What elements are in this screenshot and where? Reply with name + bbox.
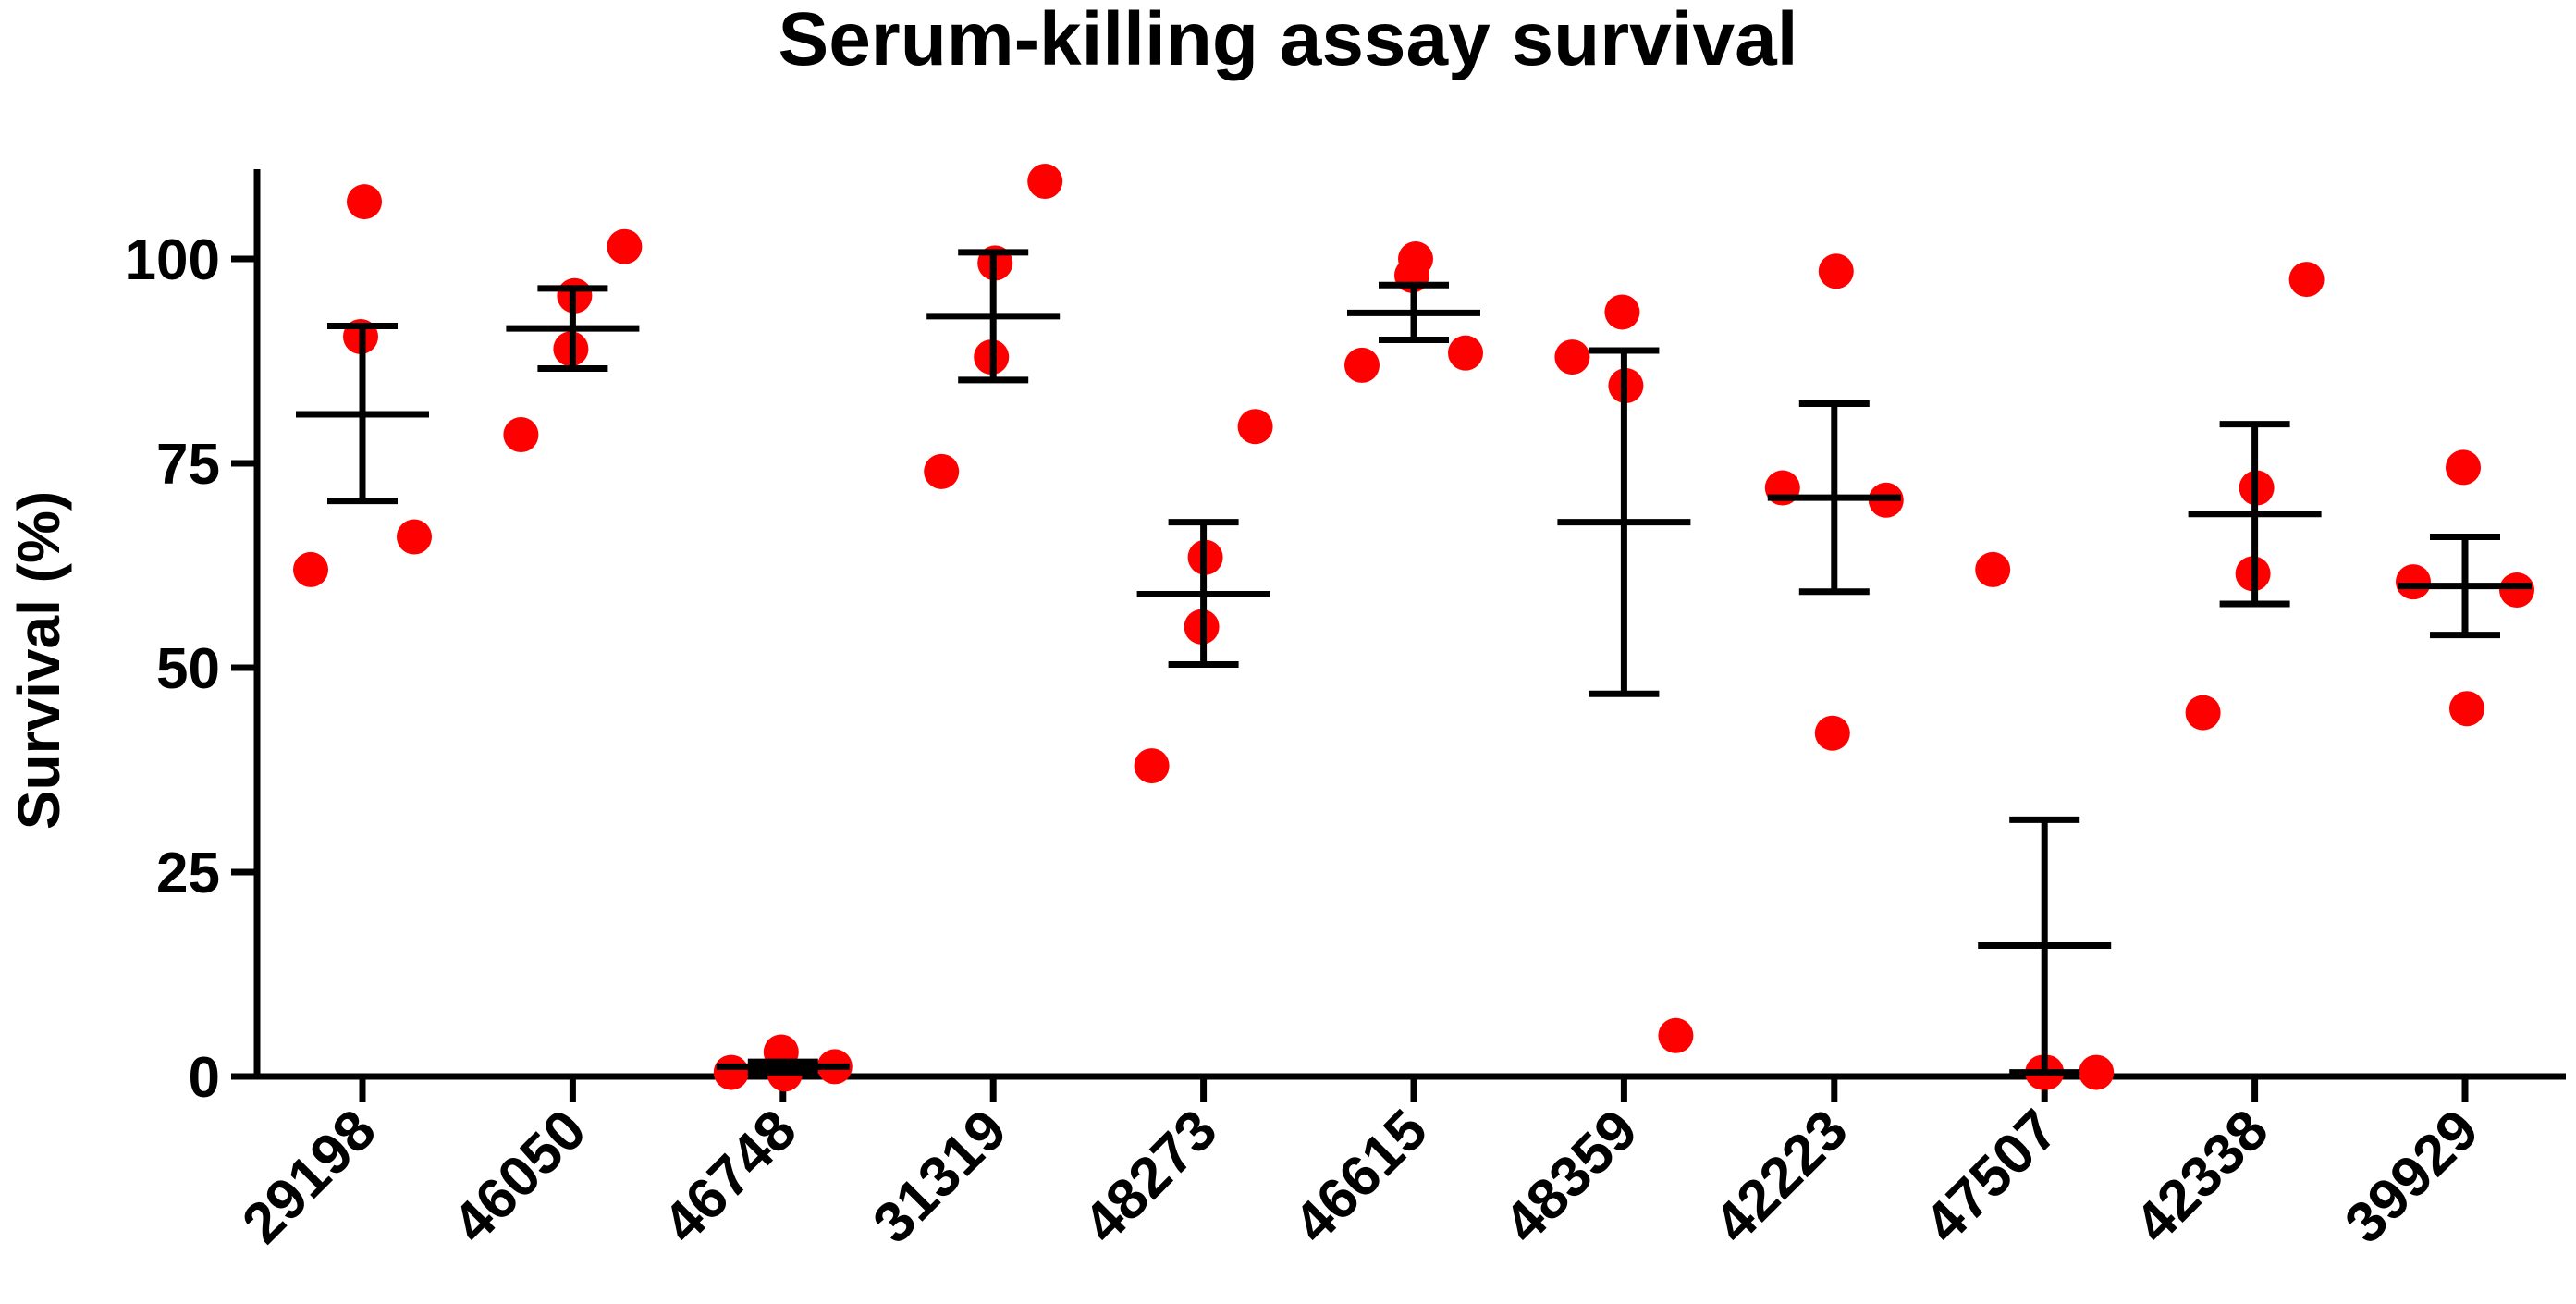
x-tick-label: 31319 — [861, 1098, 1019, 1256]
x-tick-label: 29198 — [230, 1098, 388, 1256]
x-tick-label: 48359 — [1492, 1098, 1650, 1256]
x-tick-label: 46615 — [1282, 1098, 1440, 1256]
y-tick-label: 0 — [189, 1046, 220, 1110]
data-point — [1818, 253, 1854, 289]
data-point — [2499, 572, 2534, 609]
x-tick-label: 46748 — [651, 1098, 809, 1256]
data-point — [1027, 164, 1063, 200]
data-point — [1554, 339, 1590, 375]
data-point — [2288, 262, 2325, 298]
x-tick-label: 39929 — [2333, 1098, 2491, 1256]
data-point — [607, 228, 643, 264]
data-point — [1134, 748, 1170, 784]
data-point — [2185, 695, 2221, 731]
data-point — [347, 184, 382, 220]
data-point — [1658, 1017, 1694, 1053]
data-point — [1448, 335, 1483, 371]
x-tick-label: 47507 — [1912, 1098, 2070, 1256]
data-marks — [293, 164, 2534, 1092]
data-point — [1398, 241, 1433, 277]
data-point — [1975, 551, 2011, 587]
data-point — [1237, 409, 1273, 445]
data-point — [2396, 564, 2431, 600]
x-tick-label: 42223 — [1702, 1098, 1860, 1256]
chart-title: Serum-killing assay survival — [779, 0, 1798, 81]
y-axis-label: Survival (%) — [6, 491, 72, 830]
x-tick-label: 42338 — [2123, 1098, 2281, 1256]
data-point — [2079, 1054, 2115, 1090]
data-point — [1344, 347, 1380, 383]
data-point — [713, 1054, 749, 1090]
data-point — [503, 417, 539, 453]
x-tick-label: 48273 — [1072, 1098, 1230, 1256]
y-tick-label: 25 — [156, 842, 220, 905]
data-point — [293, 551, 328, 587]
data-point — [1814, 715, 1850, 751]
data-point — [2449, 691, 2484, 727]
data-point — [924, 453, 960, 489]
y-tick-label: 50 — [156, 637, 220, 701]
data-point — [2446, 449, 2481, 486]
data-point — [1604, 294, 1640, 330]
y-tick-label: 75 — [156, 433, 220, 497]
y-tick-label: 100 — [125, 228, 220, 292]
x-tick-label: 46050 — [441, 1098, 599, 1256]
data-point — [397, 519, 432, 555]
